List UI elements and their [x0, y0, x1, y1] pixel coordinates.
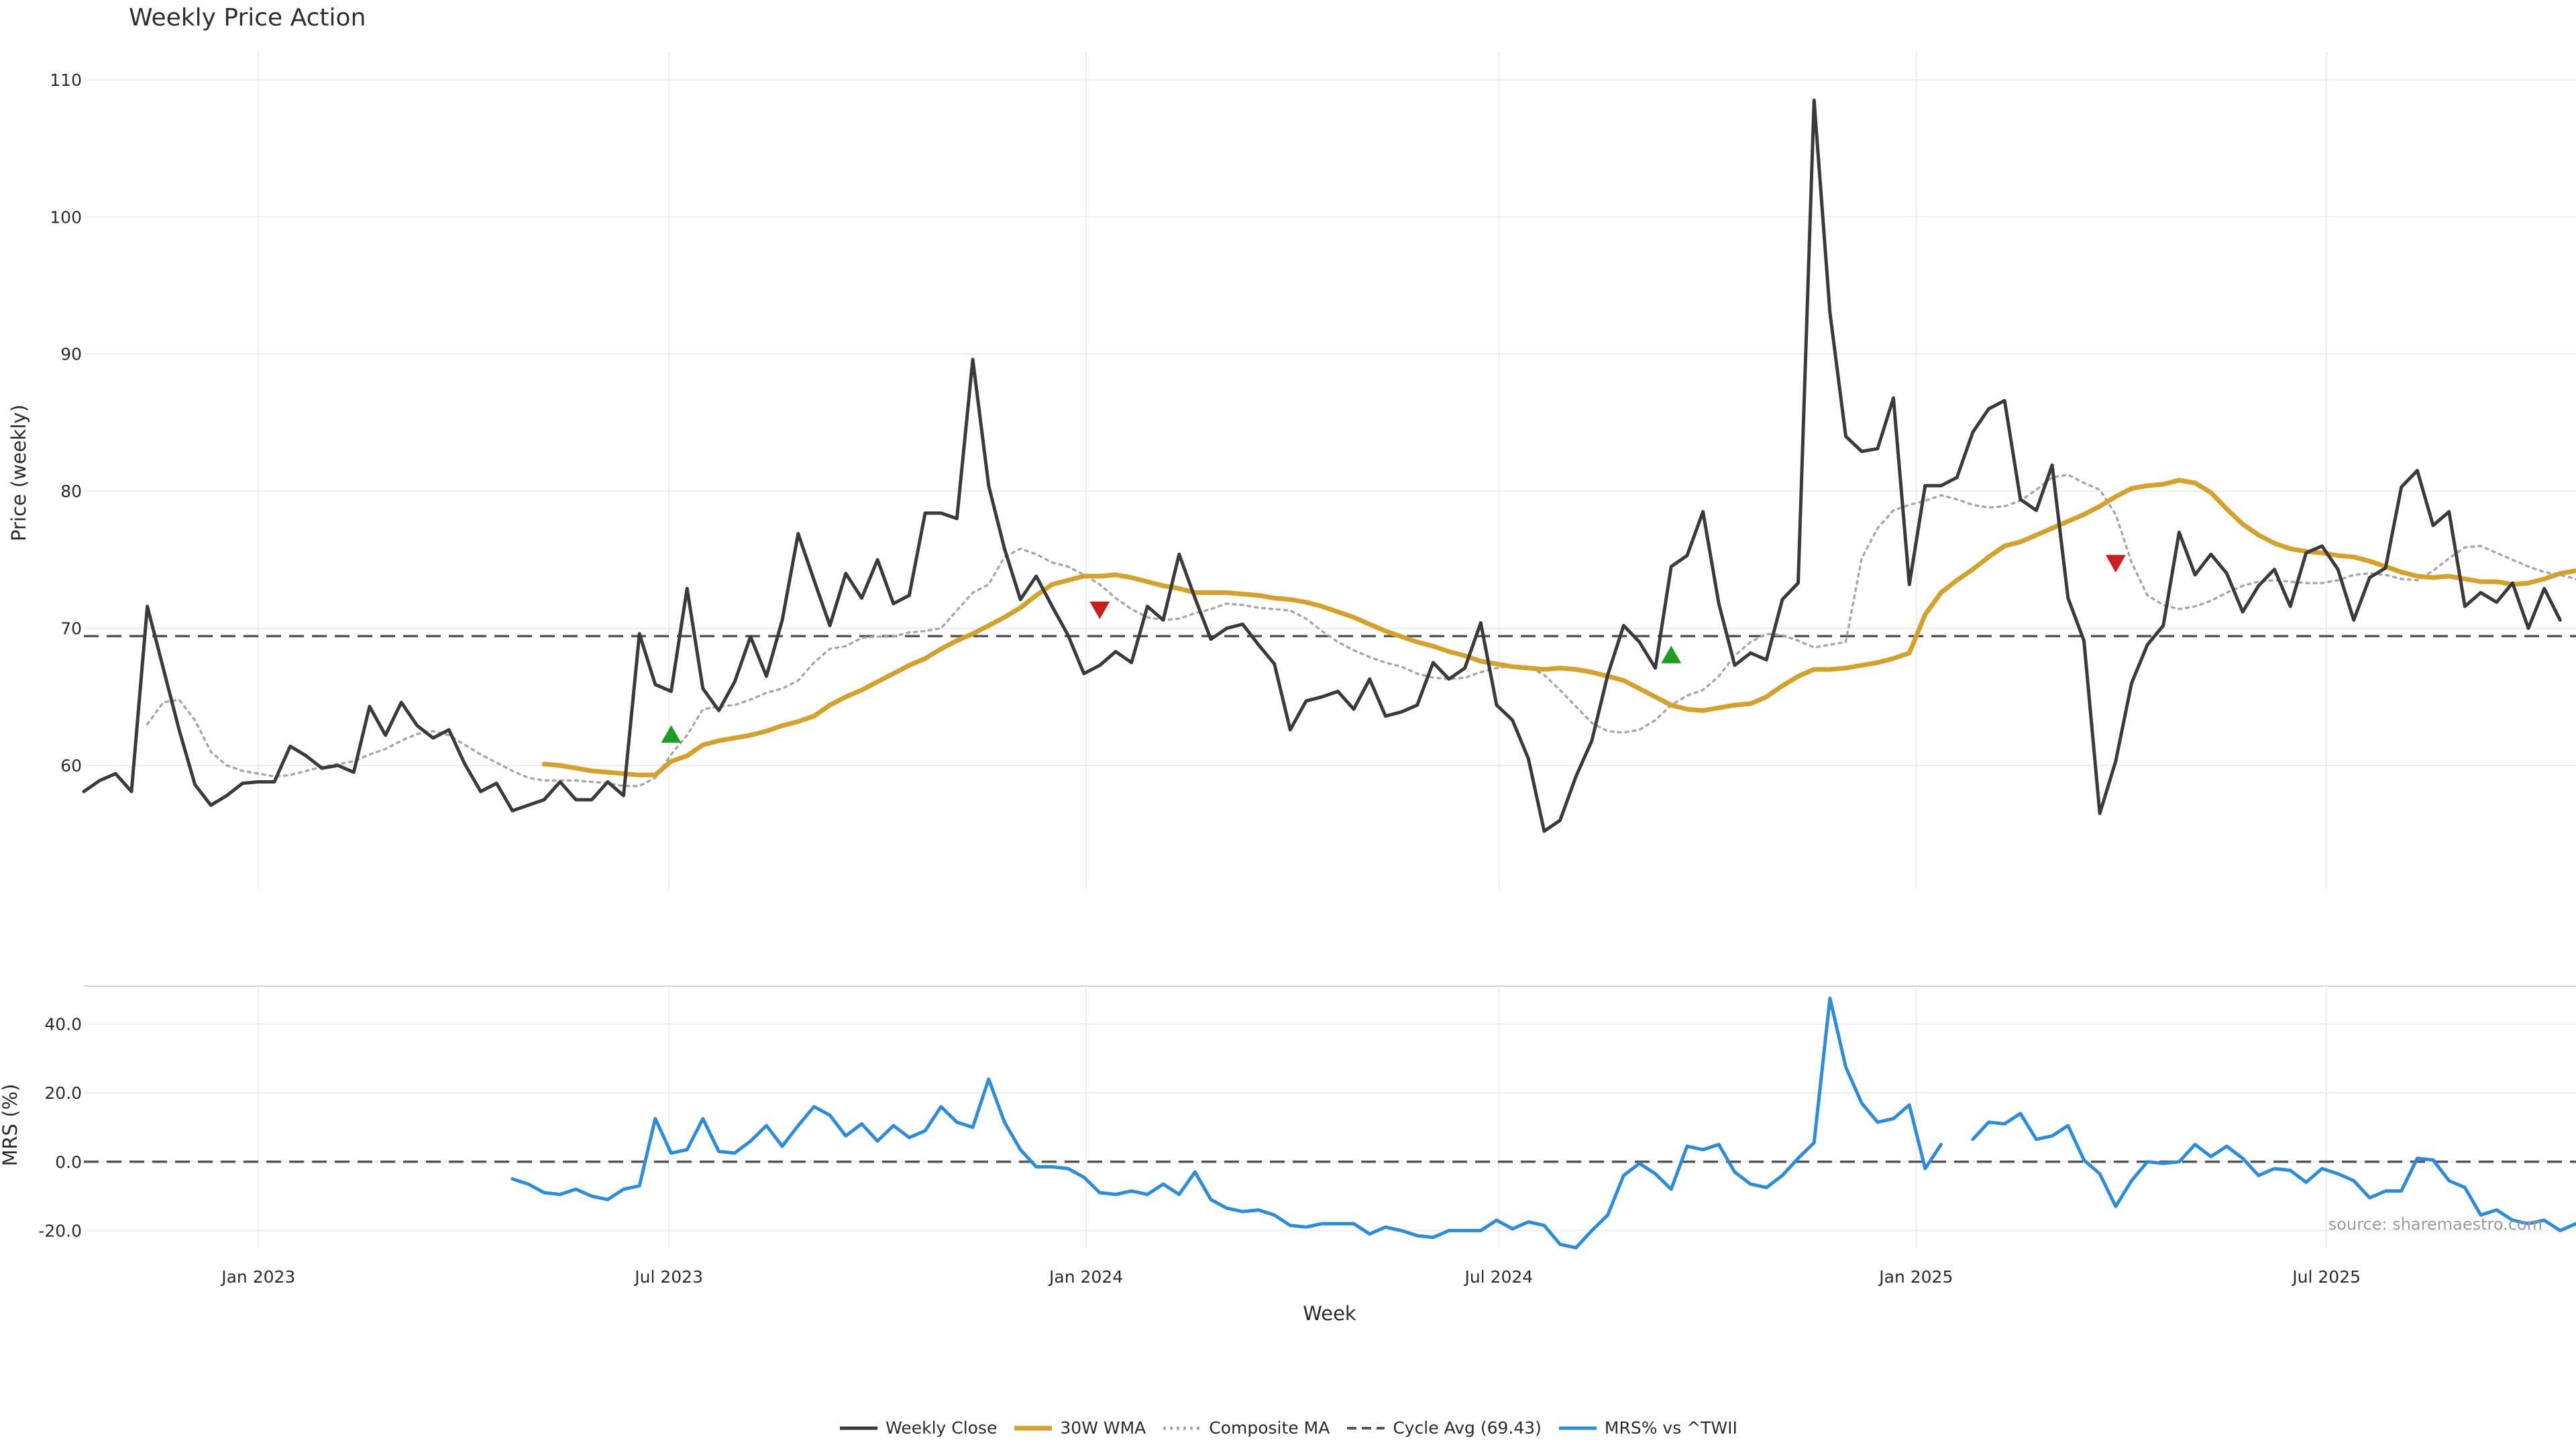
price-y-tick-label: 110	[50, 70, 82, 90]
mrs-y-tick-label: 0.0	[55, 1152, 82, 1172]
legend-swatch	[1558, 1425, 1598, 1432]
x-tick-label: Jul 2023	[633, 1267, 703, 1287]
legend: Weekly Close 30W WMA Composite MA Cycle Avg…	[0, 1418, 2576, 1438]
mrs-y-tick-label: 40.0	[44, 1015, 82, 1034]
mrs-y-tick-label: -20.0	[38, 1221, 82, 1240]
buy-signal-marker	[1661, 645, 1682, 663]
legend-swatch	[1162, 1425, 1202, 1432]
series-composite-ma	[146, 473, 2576, 788]
marker-layer	[661, 555, 2126, 743]
price-y-axis-label: Price (weekly)	[7, 405, 30, 541]
x-tick-label: Jan 2025	[1878, 1267, 1953, 1287]
reference-lines	[84, 635, 2576, 1163]
price-y-tick-label: 60	[60, 756, 82, 775]
mrs-y-tick-label: 20.0	[44, 1083, 82, 1103]
watermark: source: sharemaestro.com	[2328, 1215, 2542, 1234]
legend-label: Composite MA	[1209, 1418, 1330, 1438]
x-tick-label: Jan 2024	[1048, 1267, 1123, 1287]
x-tick-label: Jul 2024	[1463, 1267, 1533, 1287]
x-tick-label: Jan 2023	[220, 1267, 295, 1287]
legend-swatch	[1346, 1425, 1386, 1432]
axis-layer: Jan 2023 Jul 2023 Jan 2024 Jul 2024 Jan 2025…	[38, 70, 2361, 1287]
legend-swatch	[1013, 1425, 1053, 1432]
price-y-tick-label: 80	[60, 482, 82, 501]
series-mrs-vs-twii	[1971, 1112, 2576, 1232]
x-axis-label: Week	[1303, 1302, 1356, 1325]
legend-item-weekly-close: Weekly Close	[839, 1418, 997, 1438]
grid-layer	[84, 52, 2576, 1248]
series-mrs-vs-twii	[511, 996, 1943, 1250]
legend-label: MRS% vs ^TWII	[1604, 1418, 1737, 1438]
price-y-tick-label: 100	[50, 207, 82, 227]
x-tick-label: Jul 2025	[2291, 1267, 2361, 1287]
buy-signal-marker	[661, 725, 682, 743]
legend-label: 30W WMA	[1060, 1418, 1146, 1438]
price-y-tick-label: 90	[60, 345, 82, 364]
sell-signal-marker	[2105, 555, 2126, 573]
series-weekly-close	[82, 99, 2562, 833]
legend-item-cycle-avg-69-43: Cycle Avg (69.43)	[1346, 1418, 1542, 1438]
legend-item-mrs-vs-twii: MRS% vs ^TWII	[1558, 1418, 1737, 1438]
legend-label: Cycle Avg (69.43)	[1393, 1418, 1542, 1438]
legend-swatch	[839, 1425, 879, 1432]
legend-label: Weekly Close	[885, 1418, 998, 1438]
series-layer	[82, 99, 2576, 1250]
sell-signal-marker	[1089, 601, 1110, 619]
series-30w-wma	[541, 478, 2576, 777]
price-y-tick-label: 70	[60, 619, 82, 639]
legend-item-30w-wma: 30W WMA	[1013, 1418, 1146, 1438]
mrs-y-axis-label: MRS (%)	[0, 1084, 21, 1167]
chart-title: Weekly Price Action	[129, 4, 366, 32]
legend-item-composite-ma: Composite MA	[1162, 1418, 1330, 1438]
